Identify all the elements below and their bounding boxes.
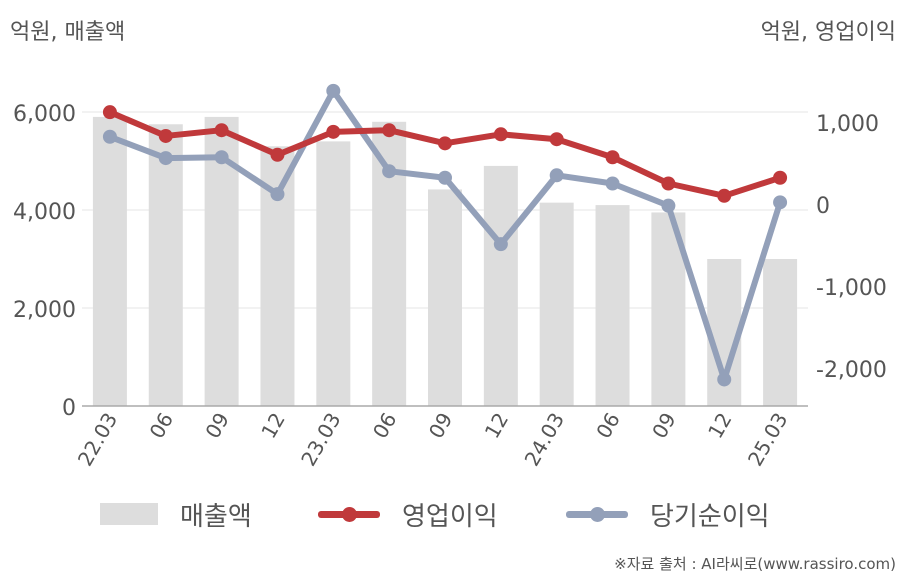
net-income-point — [717, 372, 732, 387]
net-income-point — [438, 170, 452, 185]
right-axis-tick-label: -1,000 — [816, 276, 887, 301]
net-income-point — [270, 187, 285, 202]
x-axis-tick-label: 09 — [424, 409, 458, 443]
left-axis-tick-label: 2,000 — [13, 298, 76, 323]
sales-bar — [539, 202, 574, 406]
operating-profit-legend-label: 영업이익 — [402, 501, 498, 532]
right-axis-tick-label: 0 — [816, 194, 830, 219]
operating-profit-point — [773, 170, 788, 185]
operating-profit-point — [438, 136, 452, 151]
x-axis-tick-label: 24.03 — [520, 409, 569, 471]
operating-profit-point — [214, 123, 229, 138]
net-income-point — [102, 129, 117, 144]
operating-profit-point — [326, 124, 341, 139]
left-axis-tick-label: 6,000 — [13, 102, 76, 127]
net-income-point — [382, 164, 397, 179]
net-income-point — [773, 195, 788, 210]
operating-profit-point — [382, 123, 397, 138]
x-axis-tick-label: 06 — [368, 409, 402, 443]
combo-chart: 0 2,000 4,000 6,000 -2,000 -1,000 0 1,000 22.03 0… — [13, 83, 887, 471]
net-income-point — [326, 83, 341, 98]
left-axis-tick-label: 4,000 — [13, 200, 76, 225]
x-axis-tick-label: 09 — [200, 409, 234, 443]
net-income-point — [493, 237, 508, 252]
sales-bar — [763, 259, 798, 406]
sales-bar — [483, 165, 518, 406]
sales-bar — [428, 189, 462, 406]
sales-legend-swatch — [100, 503, 158, 525]
right-axis-unit: 억원, 영업이익 — [760, 20, 896, 45]
net-income-point — [549, 168, 564, 183]
right-axis-tick-label: -2,000 — [816, 358, 887, 383]
operating-profit-point — [158, 128, 173, 143]
net-income-point — [661, 198, 676, 213]
operating-profit-point — [661, 176, 676, 191]
sales-bar — [595, 205, 630, 406]
left-axis-tick-label: 0 — [62, 396, 76, 421]
right-axis-tick-label: 1,000 — [816, 112, 879, 137]
x-axis-tick-label: 06 — [145, 409, 179, 443]
x-axis-tick-label: 12 — [703, 409, 737, 443]
operating-profit-point — [270, 147, 285, 162]
x-axis-tick-label: 06 — [591, 409, 625, 443]
source-credit: ※자료 출처 : AI라씨로(www.rassiro.com) — [614, 555, 896, 573]
operating-profit-point — [549, 132, 564, 147]
sales-legend-label: 매출액 — [180, 501, 252, 532]
net-income-point — [214, 150, 229, 165]
sales-bar — [92, 116, 127, 407]
net-income-point — [605, 176, 620, 191]
x-axis-tick-label: 09 — [647, 409, 681, 443]
sales-bar — [316, 141, 351, 406]
x-axis-tick-label: 22.03 — [73, 409, 122, 471]
net-income-point — [158, 151, 173, 166]
x-axis-tick-label: 12 — [480, 409, 514, 443]
sales-bar — [148, 124, 183, 406]
left-axis-unit: 억원, 매출액 — [10, 20, 126, 45]
operating-profit-point — [102, 105, 117, 120]
legend-item-net-income: 당기순이익 — [566, 492, 770, 536]
net-income-legend-label: 당기순이익 — [650, 501, 770, 532]
operating-profit-point — [717, 188, 732, 203]
legend-item-sales: 매출액 — [100, 492, 252, 536]
x-axis-tick-label: 23.03 — [296, 409, 345, 471]
x-axis-tick-label: 12 — [256, 409, 290, 443]
operating-profit-point — [605, 150, 620, 165]
legend-item-operating-profit: 영업이익 — [318, 492, 498, 536]
operating-profit-point — [493, 127, 508, 142]
operating-profit-legend-swatch — [318, 502, 380, 526]
x-axis-tick-label: 25.03 — [743, 409, 792, 471]
net-income-legend-swatch — [566, 502, 628, 526]
